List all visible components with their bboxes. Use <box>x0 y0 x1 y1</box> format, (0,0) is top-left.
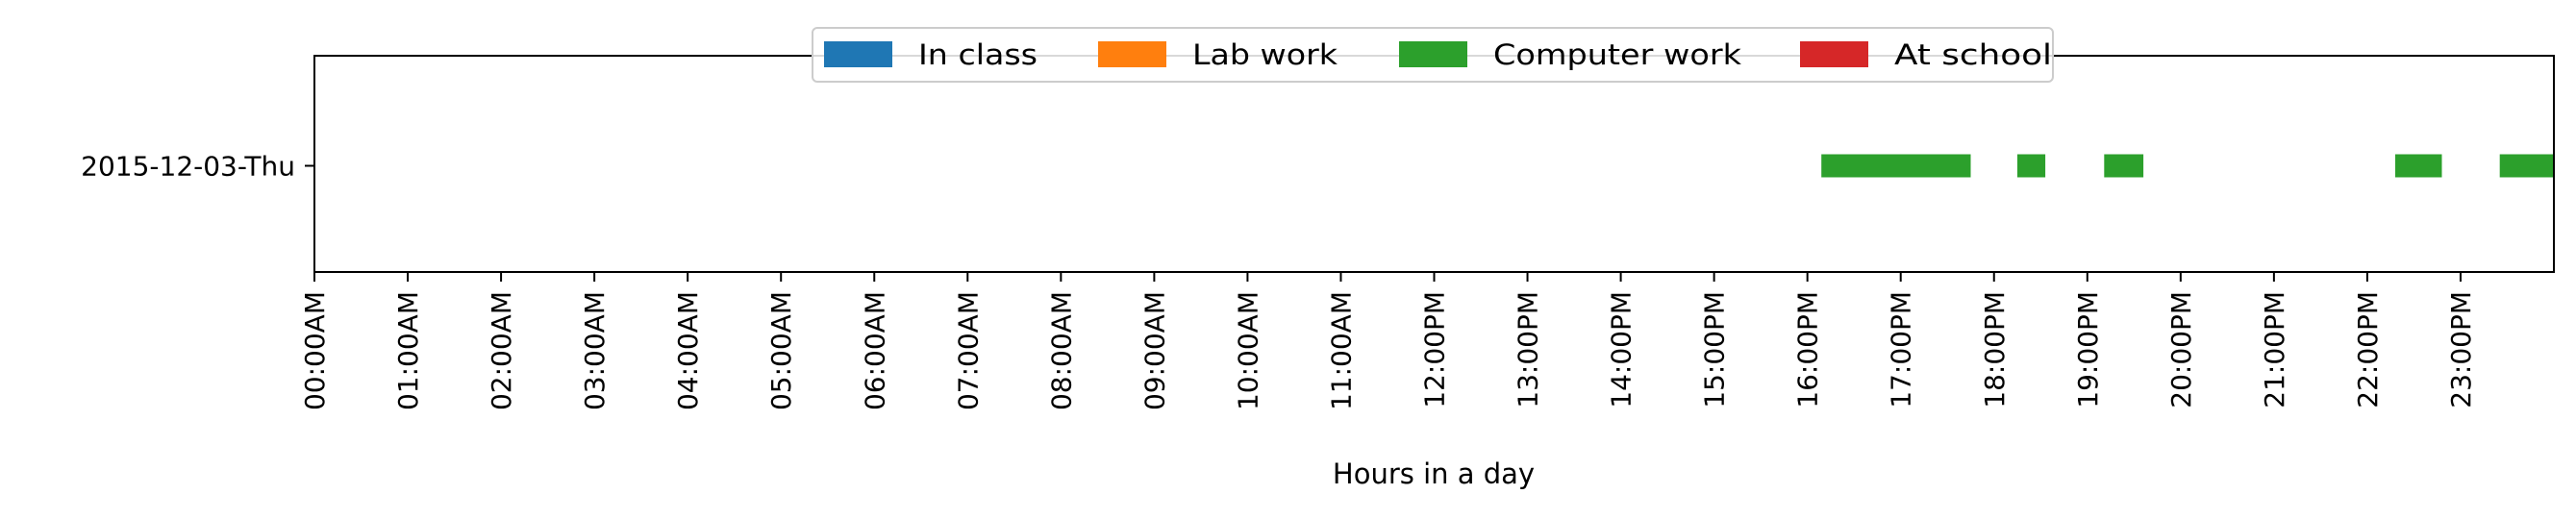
plot-frame <box>313 55 2555 273</box>
x-tick-label: 07:00AM <box>952 291 984 410</box>
x-tick-label: 20:00PM <box>2165 291 2197 408</box>
x-axis: 00:00AM 01:00AM 02:00AM 03:00AM 04:00AM 05:00… <box>299 272 2477 410</box>
x-tick-label: 09:00AM <box>1138 291 1170 410</box>
x-tick-label: 01:00AM <box>392 291 424 410</box>
bar-computer-work-1 <box>1821 154 1971 178</box>
x-tick-label: 23:00PM <box>2445 291 2477 408</box>
x-tick-label: 18:00PM <box>1979 291 2011 408</box>
x-tick-label: 12:00PM <box>1419 291 1451 408</box>
x-tick-label: 03:00AM <box>579 291 611 410</box>
bar-computer-work-4 <box>2395 154 2442 178</box>
legend-swatch-in-class <box>824 41 892 67</box>
x-tick-label: 06:00AM <box>859 291 890 410</box>
x-tick-label: 17:00PM <box>1886 291 1917 408</box>
x-tick-label: 22:00PM <box>2352 291 2384 408</box>
x-tick-label: 13:00PM <box>1513 291 1544 408</box>
x-tick-label: 02:00AM <box>486 291 517 410</box>
x-tick-label: 21:00PM <box>2259 291 2290 408</box>
legend-swatch-computer-work <box>1399 41 1467 67</box>
x-tick-label: 05:00AM <box>765 291 797 410</box>
x-tick-label: 08:00AM <box>1045 291 1077 410</box>
legend-label: In class <box>918 38 1038 71</box>
x-tick-label: 04:00AM <box>672 291 704 410</box>
x-tick-label: 15:00PM <box>1699 291 1731 408</box>
x-tick-label: 14:00PM <box>1606 291 1638 408</box>
x-tick-label: 19:00PM <box>2072 291 2104 408</box>
legend-label: At school <box>1894 38 2052 71</box>
bar-computer-work-3 <box>2104 154 2144 178</box>
x-axis-label: Hours in a day <box>1333 457 1535 490</box>
bar-computer-work-2 <box>2017 154 2046 178</box>
x-tick-label: 00:00AM <box>299 291 331 410</box>
x-tick-label: 10:00AM <box>1232 291 1263 410</box>
legend-swatch-lab-work <box>1098 41 1166 67</box>
bars-layer <box>1821 154 2554 178</box>
bar-computer-work-5 <box>2499 154 2554 178</box>
y-axis: 2015-12-03-Thu <box>81 151 314 183</box>
legend-label: Computer work <box>1493 38 1741 71</box>
x-tick-label: 11:00AM <box>1325 291 1357 410</box>
legend: In class Lab work Computer work At school <box>812 27 2054 83</box>
x-tick-label: 16:00PM <box>1792 291 1824 408</box>
legend-swatch-at-school <box>1800 41 1868 67</box>
y-tick-label: 2015-12-03-Thu <box>81 151 295 183</box>
legend-label: Lab work <box>1192 38 1338 71</box>
